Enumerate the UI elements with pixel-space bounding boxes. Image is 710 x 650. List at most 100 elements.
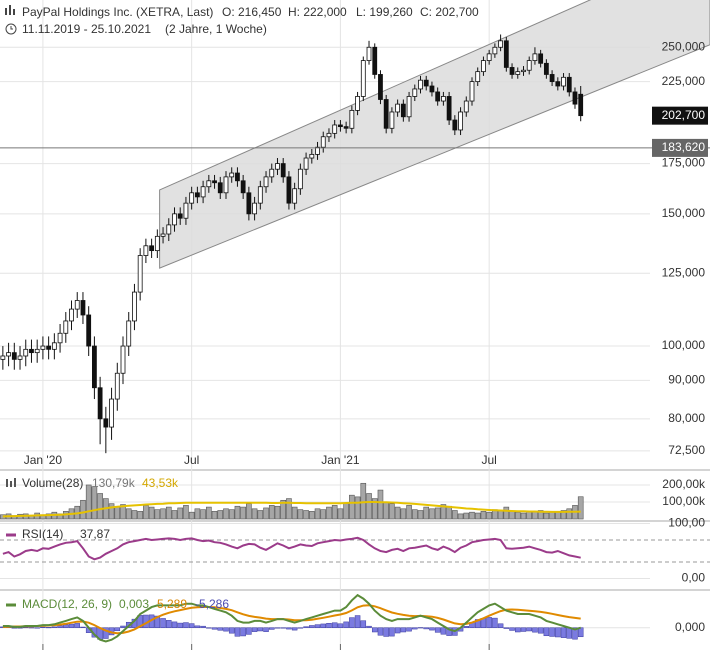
histogram-bar [423, 627, 429, 630]
volume-bar [326, 506, 332, 520]
histogram-bar [515, 627, 521, 633]
legend-value: 130,79k [92, 476, 136, 490]
volume-bar [286, 498, 292, 520]
y-tick-label: 90,000 [668, 373, 705, 387]
histogram-bar [22, 627, 29, 629]
volume-bar [343, 503, 349, 520]
candle-body [29, 348, 34, 354]
volume-bar [577, 496, 584, 520]
volume-bar [423, 506, 430, 520]
candle-body [235, 172, 240, 182]
volume-bar [463, 512, 470, 520]
histogram-bar [114, 627, 121, 632]
candle-body [263, 176, 269, 188]
histogram-bar [223, 627, 229, 632]
candle-body [372, 46, 378, 75]
volume-bar [217, 510, 224, 520]
volume-bar [497, 510, 504, 520]
histogram-bar [377, 627, 384, 636]
histogram-bar [354, 615, 361, 628]
candle-body [97, 387, 103, 420]
volume-bar [177, 507, 184, 520]
histogram-bar [34, 627, 40, 629]
histogram-bar [257, 627, 264, 632]
volume-bar [520, 512, 527, 520]
candle-body [23, 348, 29, 357]
candle-body [481, 60, 486, 73]
volume-bar [297, 509, 304, 520]
histogram-bar [263, 627, 269, 632]
candle-body [332, 124, 338, 134]
icon [10, 26, 13, 30]
volume-bar [183, 505, 189, 520]
candle-body [338, 124, 343, 128]
candle-body [521, 69, 526, 73]
candle-body [400, 103, 406, 118]
volume-bar [268, 505, 275, 520]
candle-body [212, 180, 217, 184]
volume-bar [314, 508, 321, 520]
volume-bar [331, 505, 338, 520]
candle-body [137, 255, 143, 293]
candle-body [292, 188, 298, 204]
volume-bar [411, 509, 418, 520]
y-tick-label: 0,00 [682, 571, 706, 585]
candle-body [360, 60, 366, 97]
volume-bar [85, 484, 92, 520]
icon [14, 478, 16, 487]
icon [6, 479, 8, 487]
candle-body [463, 100, 469, 113]
candle-body [120, 345, 126, 374]
candle-body [543, 62, 549, 75]
volume-bar [251, 508, 258, 520]
candle-body [194, 192, 200, 198]
candle-body [566, 76, 572, 93]
volume-bar [223, 508, 229, 520]
histogram-bar [366, 625, 372, 628]
histogram-bar [246, 627, 252, 635]
histogram-bar [228, 627, 235, 634]
histogram-bar [440, 627, 447, 635]
volume-bar [171, 510, 178, 520]
candle-body [435, 91, 441, 102]
histogram-bar [543, 627, 550, 637]
candle-body [446, 96, 452, 121]
volume-bar [211, 511, 218, 520]
volume-bar [417, 510, 424, 520]
macd-line [2, 593, 581, 643]
histogram-bar [400, 627, 407, 633]
candle-body [114, 372, 120, 400]
histogram-bar [57, 625, 63, 628]
volume-bar [137, 511, 143, 520]
volume-bar [280, 499, 286, 520]
candle-body [578, 93, 584, 117]
histogram-bar [297, 627, 304, 629]
volume-bar [543, 512, 550, 520]
candle-body [275, 163, 280, 170]
ohlc: O: 216,450 [222, 5, 282, 19]
volume-bar [188, 511, 195, 520]
x-tick-label: Jul [481, 453, 496, 467]
histogram-bar [120, 625, 126, 628]
candle-body [389, 111, 395, 129]
candle-body [475, 71, 481, 83]
volume-bar [389, 503, 395, 520]
histogram-bar [177, 622, 183, 628]
y-tick-label: 100,00k [662, 494, 706, 508]
candle-body [200, 186, 206, 198]
volume-bar [80, 499, 86, 520]
volume-bar [148, 506, 155, 520]
candle-body [166, 224, 172, 235]
histogram-bar [337, 623, 344, 628]
volume-bar [337, 508, 344, 520]
volume-bar [429, 508, 435, 520]
histogram-bar [211, 627, 218, 630]
volume-bar [349, 494, 355, 520]
candle-body [503, 40, 509, 68]
candle-body [154, 235, 160, 252]
candle-body [406, 96, 412, 118]
y-tick-label: 175,000 [662, 156, 706, 170]
candle-body [91, 345, 97, 389]
